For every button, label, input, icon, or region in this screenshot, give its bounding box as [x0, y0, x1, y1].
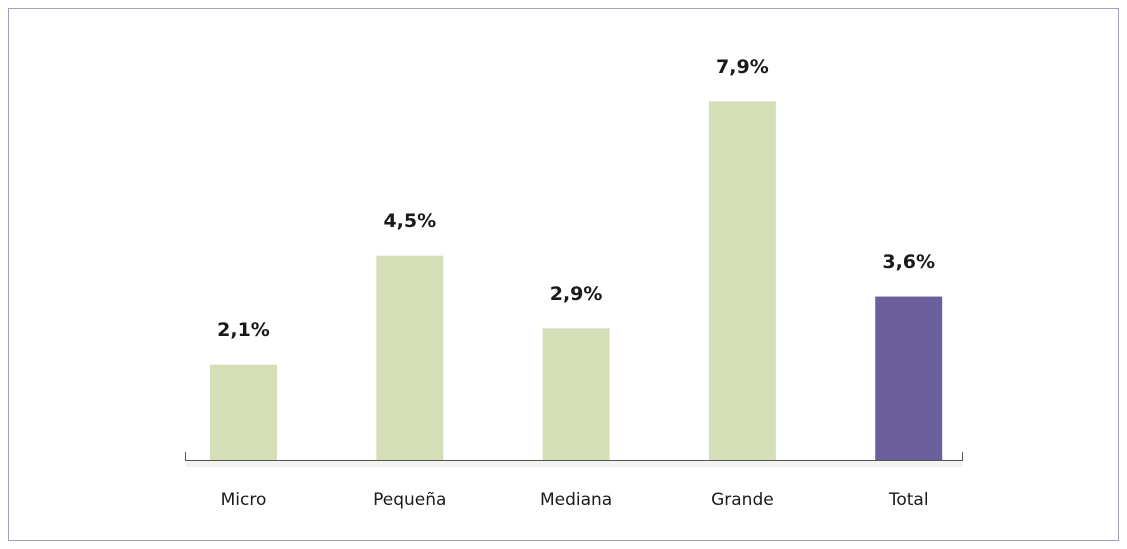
bar — [708, 101, 776, 460]
value-label: 7,9% — [716, 56, 769, 78]
bar — [376, 255, 444, 460]
x-tick-label: Grande — [711, 490, 774, 510]
bar — [210, 364, 277, 460]
bar — [542, 328, 610, 460]
value-label: 4,5% — [383, 210, 436, 232]
axis-shadow — [185, 461, 963, 467]
value-label: 2,9% — [550, 283, 603, 305]
value-label: 3,6% — [882, 251, 935, 273]
x-tick-label: Pequeña — [373, 490, 446, 510]
x-tick-label: Total — [888, 490, 929, 510]
value-label: 2,1% — [217, 319, 270, 341]
x-tick-label: Micro — [221, 490, 267, 510]
x-tick-label: Mediana — [540, 490, 612, 510]
bar — [875, 296, 943, 460]
